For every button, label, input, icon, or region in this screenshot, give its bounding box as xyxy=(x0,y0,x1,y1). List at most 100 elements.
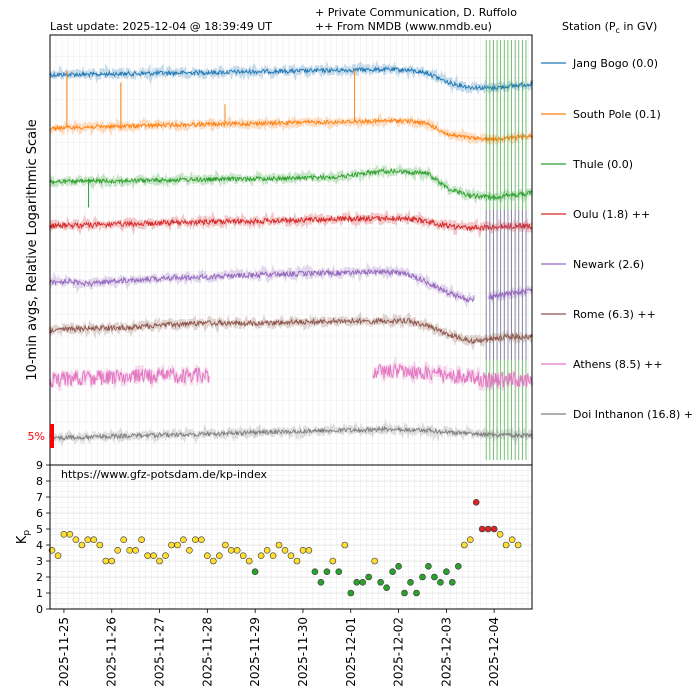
kp-point-49 xyxy=(341,541,349,549)
scale-bar xyxy=(50,424,54,448)
x-tick-label-8: 2025-12-03 xyxy=(439,617,453,687)
kp-point-14 xyxy=(132,546,139,554)
series-line-2 xyxy=(49,167,533,201)
kp-point-7 xyxy=(90,536,98,544)
kp-point-62 xyxy=(419,573,426,581)
kp-point-9 xyxy=(102,557,110,565)
series-line-5 xyxy=(49,317,533,345)
kp-ytick-label: 5 xyxy=(36,523,43,536)
kp-point-20 xyxy=(168,541,175,549)
series-4 xyxy=(48,210,533,360)
series-line-0 xyxy=(49,66,533,92)
series-band-7 xyxy=(48,418,534,448)
kp-plot-frame xyxy=(49,464,533,610)
legend-label-4: Newark (2.6) xyxy=(573,258,644,271)
neutron-monitor-panel: 10-min avgs, Relative Logarithmic Scale 5… xyxy=(25,34,534,466)
legend-label-7: Doi Inthanon (16.8) + xyxy=(573,408,693,421)
legend-label-5: Rome (6.3) ++ xyxy=(573,308,656,321)
kp-point-27 xyxy=(210,557,217,565)
kp-ylabel-main: K xyxy=(15,535,30,544)
kp-point-63 xyxy=(425,562,432,570)
kp-point-41 xyxy=(293,557,301,565)
kp-point-23 xyxy=(186,546,193,554)
series-1 xyxy=(48,68,534,146)
kp-title: https://www.gfz-potsdam.de/kp-index xyxy=(61,468,268,481)
kp-point-16 xyxy=(144,552,151,560)
kp-ytick-label: 3 xyxy=(36,555,43,568)
kp-point-13 xyxy=(126,546,133,554)
kp-point-64 xyxy=(431,573,438,581)
kp-point-37 xyxy=(269,552,277,560)
kp-point-46 xyxy=(323,568,331,576)
kp-point-74 xyxy=(490,525,498,533)
series-line-3 xyxy=(49,214,533,232)
kp-point-17 xyxy=(150,552,157,560)
kp-point-58 xyxy=(395,562,402,570)
kp-point-5 xyxy=(78,541,86,549)
kp-point-75 xyxy=(496,530,504,538)
kp-point-24 xyxy=(192,536,199,544)
kp-point-45 xyxy=(317,578,325,586)
kp-point-18 xyxy=(156,557,163,565)
kp-point-42 xyxy=(299,546,307,554)
kp-point-25 xyxy=(198,536,205,544)
x-tick-label-3: 2025-11-28 xyxy=(200,617,214,687)
top-ylabel: 10-min avgs, Relative Logarithmic Scale xyxy=(25,119,40,380)
last-update-text: Last update: 2025-12-04 @ 18:39:49 UT xyxy=(50,20,272,33)
kp-point-39 xyxy=(281,546,289,554)
kp-index-panel: 0 1 2 3 4 5 6 7 8 9 Kp https://www.gfz-potsdam.de/k… xyxy=(15,459,533,687)
kp-point-28 xyxy=(216,552,223,560)
series-line-6 xyxy=(49,367,210,389)
kp-point-52 xyxy=(359,578,367,586)
kp-point-69 xyxy=(460,541,468,549)
kp-ytick-label: 1 xyxy=(36,587,43,600)
kp-ytick-label: 8 xyxy=(36,475,43,488)
series-line-1 xyxy=(49,117,533,143)
kp-point-15 xyxy=(138,536,145,544)
kp-point-59 xyxy=(401,589,408,597)
kp-point-70 xyxy=(466,536,474,544)
kp-point-54 xyxy=(371,557,379,565)
x-tick-label-0: 2025-11-25 xyxy=(57,617,71,687)
kp-point-56 xyxy=(383,584,390,592)
kp-point-21 xyxy=(174,541,181,549)
kp-point-32 xyxy=(239,552,247,560)
kp-point-50 xyxy=(347,589,355,597)
x-tick-label-7: 2025-12-02 xyxy=(392,617,406,687)
series-7 xyxy=(48,418,534,448)
kp-point-44 xyxy=(311,568,319,576)
kp-point-12 xyxy=(120,536,127,544)
kp-point-53 xyxy=(365,573,373,581)
kp-point-73 xyxy=(484,525,492,533)
kp-point-68 xyxy=(454,562,462,570)
kp-point-67 xyxy=(448,578,456,586)
x-tick-label-9: 2025-12-04 xyxy=(487,617,501,687)
kp-point-26 xyxy=(204,552,211,560)
series-6 xyxy=(48,355,534,391)
kp-ytick-label: 6 xyxy=(36,507,43,520)
kp-point-30 xyxy=(227,546,235,554)
kp-ytick-label: 4 xyxy=(36,539,43,552)
kp-point-4 xyxy=(72,536,80,544)
kp-point-22 xyxy=(180,536,187,544)
kp-point-29 xyxy=(222,541,229,549)
kp-point-51 xyxy=(353,578,361,586)
credit-private: + Private Communication, D. Ruffolo xyxy=(315,6,517,19)
legend-label-3: Oulu (1.8) ++ xyxy=(573,208,650,221)
credit-nmdb: ++ From NMDB (www.nmdb.eu) xyxy=(315,20,492,33)
kp-ytick-label: 2 xyxy=(36,571,43,584)
x-tick-label-5: 2025-11-30 xyxy=(296,617,310,687)
series-0 xyxy=(48,60,534,95)
kp-ytick-label: 7 xyxy=(36,491,43,504)
kp-point-10 xyxy=(108,557,115,565)
kp-point-31 xyxy=(233,546,241,554)
x-tick-label-2: 2025-11-27 xyxy=(153,617,167,687)
x-tick-label-6: 2025-12-01 xyxy=(344,617,358,687)
kp-point-2 xyxy=(60,530,68,538)
x-tick-label-1: 2025-11-26 xyxy=(105,617,119,687)
kp-point-36 xyxy=(263,546,271,554)
kp-point-19 xyxy=(162,552,169,560)
kp-point-38 xyxy=(275,541,283,549)
legend-title-sub: c xyxy=(616,26,620,35)
